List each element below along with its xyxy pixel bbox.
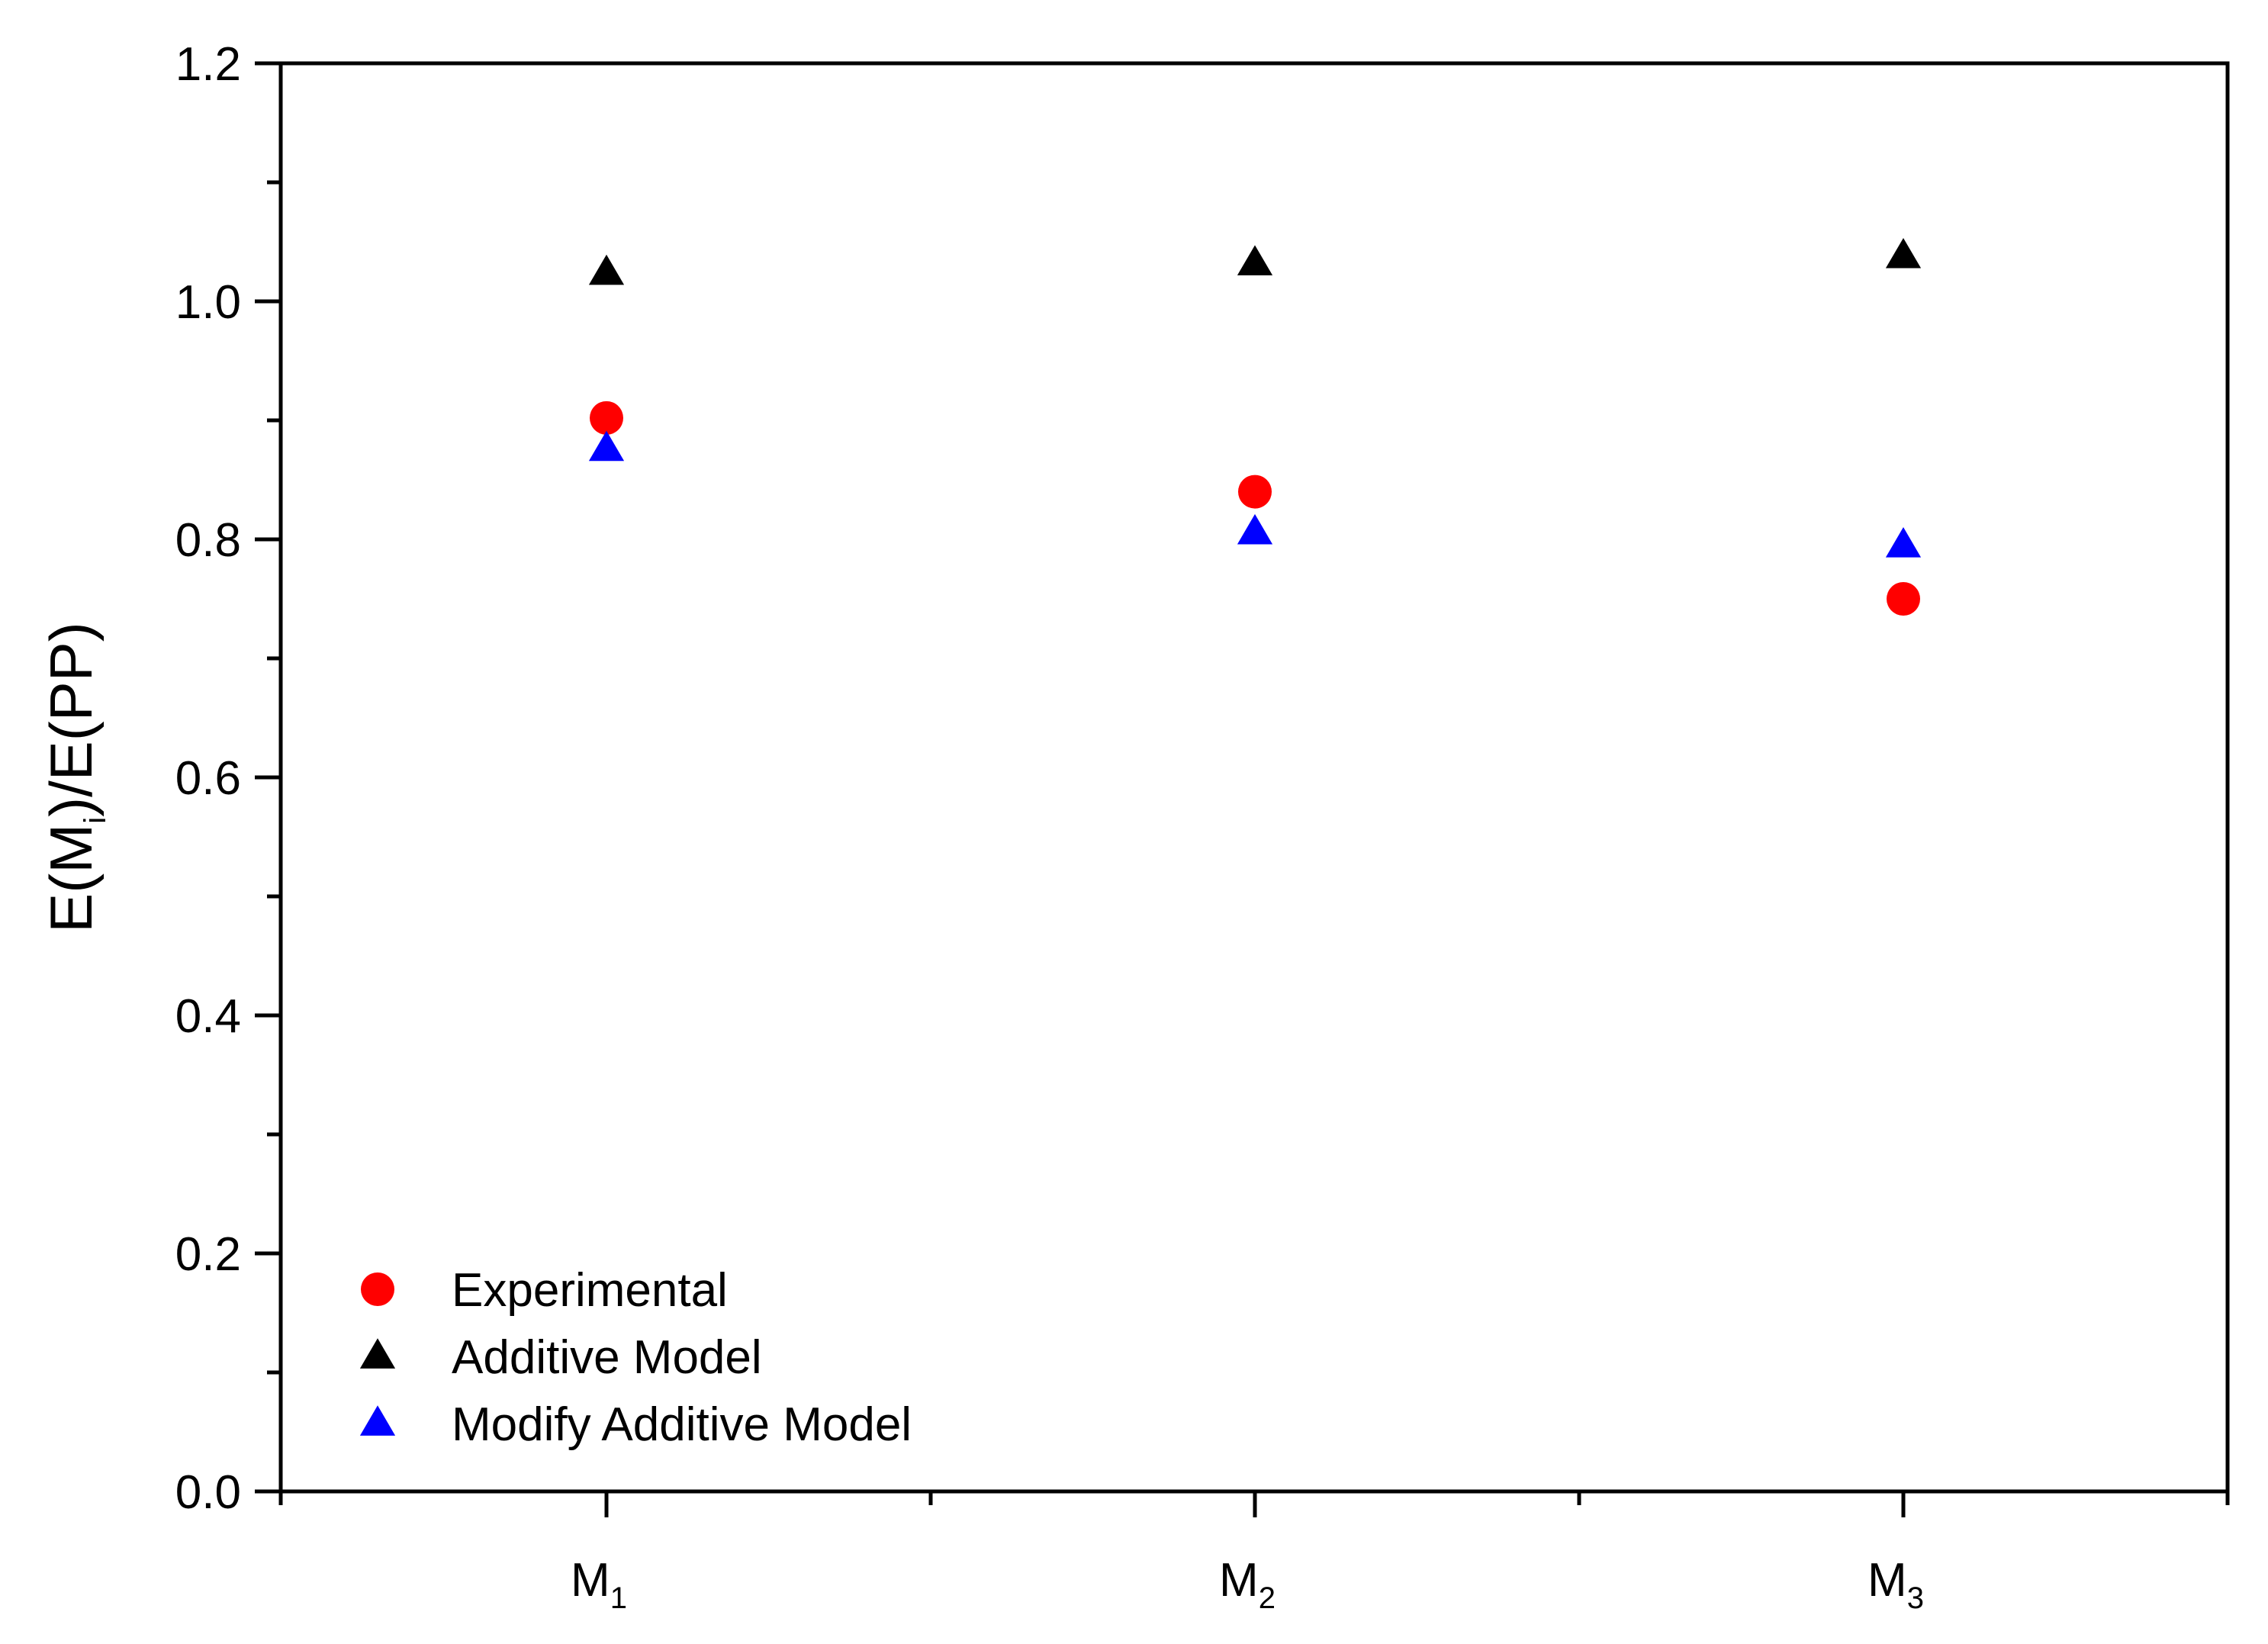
data-marks xyxy=(588,237,1922,616)
legend-marker xyxy=(359,1338,396,1369)
y-tick-label: 0.4 xyxy=(175,990,241,1043)
data-point xyxy=(1237,245,1273,275)
y-axis: 0.0 0.2 0.4 0.6 0.8 1.0 1.2 xyxy=(175,38,281,1519)
y-tick-label: 0.8 xyxy=(175,514,241,567)
legend-marker xyxy=(359,1405,396,1436)
data-point xyxy=(1885,527,1922,558)
x-axis: M1 M2 M3 xyxy=(278,1491,2230,1615)
legend-label: Experimental xyxy=(452,1264,728,1317)
data-point xyxy=(1237,513,1273,545)
data-point xyxy=(588,430,625,462)
y-tick-label: 1.2 xyxy=(175,38,241,91)
y-axis-title: E(Mi)/E(PP) xyxy=(37,622,112,933)
data-point xyxy=(1885,237,1922,269)
legend-marker xyxy=(361,1272,394,1306)
legend-label: Additive Model xyxy=(452,1331,762,1384)
legend: Experimental Additive Model Modify Additiv… xyxy=(359,1264,912,1451)
data-point xyxy=(1887,582,1920,616)
y-tick-label: 0.2 xyxy=(175,1228,241,1281)
y-tick-label: 0.6 xyxy=(175,752,241,805)
legend-label: Modify Additive Model xyxy=(452,1398,912,1451)
y-tick-label: 1.0 xyxy=(175,276,241,329)
y-tick-label: 0.0 xyxy=(175,1466,241,1519)
x-tick-label: M2 xyxy=(1219,1554,1276,1615)
x-tick-label: M3 xyxy=(1867,1554,1924,1615)
data-point xyxy=(1238,475,1272,509)
x-tick-label: M1 xyxy=(571,1554,627,1615)
data-point xyxy=(588,254,625,285)
data-point xyxy=(590,401,623,435)
